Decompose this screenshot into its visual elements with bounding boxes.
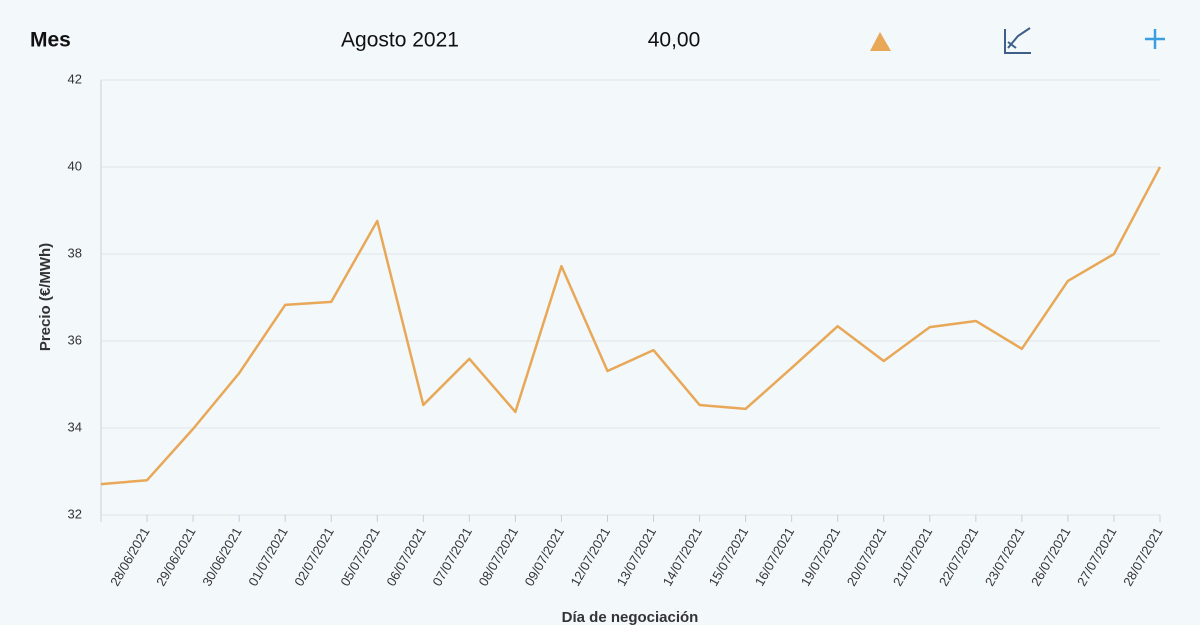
y-tick-label: 38 [68,245,82,260]
header-label: Mes [30,29,71,52]
y-tick-label: 34 [68,419,82,434]
chart-icon[interactable] [1004,27,1031,54]
y-tick-label: 32 [68,506,82,521]
line [100,166,1162,486]
header-price: 40,00 [648,29,701,52]
y-tick-label: 36 [68,332,82,347]
x-axis-label: Día de negociación [562,609,699,625]
y-tick-label: 42 [68,71,82,86]
y-axis-label: Precio (€/MWh) [37,243,54,351]
y-tick-label: 40 [68,158,82,173]
header-period: Agosto 2021 [341,29,459,52]
add-button[interactable] [1145,29,1165,49]
trend-icon [870,32,891,51]
